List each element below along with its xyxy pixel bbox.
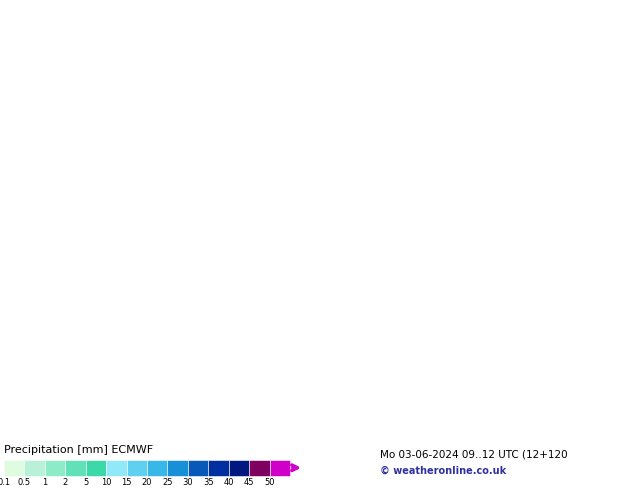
Text: 30: 30 [183,478,193,487]
Bar [188,460,209,476]
Text: 35: 35 [203,478,214,487]
Text: © weatheronline.co.uk: © weatheronline.co.uk [380,466,507,476]
Bar [249,460,269,476]
Bar [45,460,65,476]
Text: 45: 45 [244,478,254,487]
Text: 1: 1 [42,478,48,487]
Text: 40: 40 [223,478,234,487]
Bar [86,460,106,476]
Text: Precipitation [mm] ECMWF: Precipitation [mm] ECMWF [4,445,153,456]
Bar [269,460,290,476]
Bar [4,460,25,476]
Bar [209,460,229,476]
Bar [127,460,147,476]
Text: 50: 50 [264,478,275,487]
Bar [147,460,167,476]
Bar [106,460,127,476]
Text: 2: 2 [63,478,68,487]
Text: 0.5: 0.5 [18,478,31,487]
Text: 5: 5 [83,478,88,487]
Text: 10: 10 [101,478,112,487]
Text: 0.1: 0.1 [0,478,11,487]
Text: 15: 15 [121,478,132,487]
Bar [65,460,86,476]
Bar [167,460,188,476]
Bar [25,460,45,476]
Text: 20: 20 [142,478,152,487]
Bar [229,460,249,476]
Text: Mo 03-06-2024 09..12 UTC (12+120: Mo 03-06-2024 09..12 UTC (12+120 [380,449,567,460]
Text: 25: 25 [162,478,172,487]
